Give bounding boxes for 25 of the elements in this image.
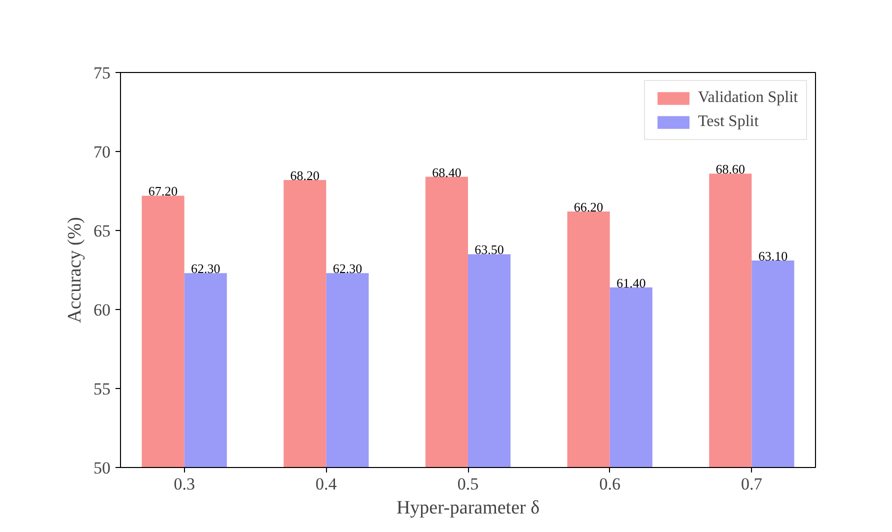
x-tick-label: 0.3 bbox=[174, 474, 195, 494]
y-tick-label: 70 bbox=[94, 142, 110, 162]
data-label: 68.20 bbox=[290, 168, 320, 183]
data-label: 63.50 bbox=[474, 242, 504, 258]
x-tick-label: 0.5 bbox=[457, 474, 479, 494]
x-tick-label: 0.7 bbox=[741, 474, 763, 494]
y-tick-label: 65 bbox=[94, 222, 110, 240]
y-tick-label: 55 bbox=[94, 380, 110, 398]
y-tick-label: 75 bbox=[94, 64, 110, 82]
data-label: 62.30 bbox=[190, 261, 220, 276]
data-label: 68.60 bbox=[716, 162, 746, 177]
x-axis-title: Hyper-parameter δ bbox=[396, 498, 540, 518]
x-tick-label: 0.4 bbox=[316, 474, 338, 494]
data-label: 67.20 bbox=[148, 184, 178, 199]
x-tick-label: 0.6 bbox=[599, 474, 620, 494]
y-tick-label: 50 bbox=[94, 458, 110, 478]
y-axis-title: Accuracy (%) bbox=[64, 216, 86, 324]
data-label: 62.30 bbox=[332, 261, 362, 276]
data-label: 66.20 bbox=[574, 200, 604, 215]
legend-label: Test Split bbox=[698, 113, 759, 131]
data-label: 63.10 bbox=[758, 248, 788, 264]
data-label: 68.40 bbox=[432, 164, 462, 180]
data-label: 61.40 bbox=[616, 275, 646, 290]
legend-label: Validation Split bbox=[698, 89, 798, 107]
y-tick-label: 60 bbox=[94, 300, 110, 320]
